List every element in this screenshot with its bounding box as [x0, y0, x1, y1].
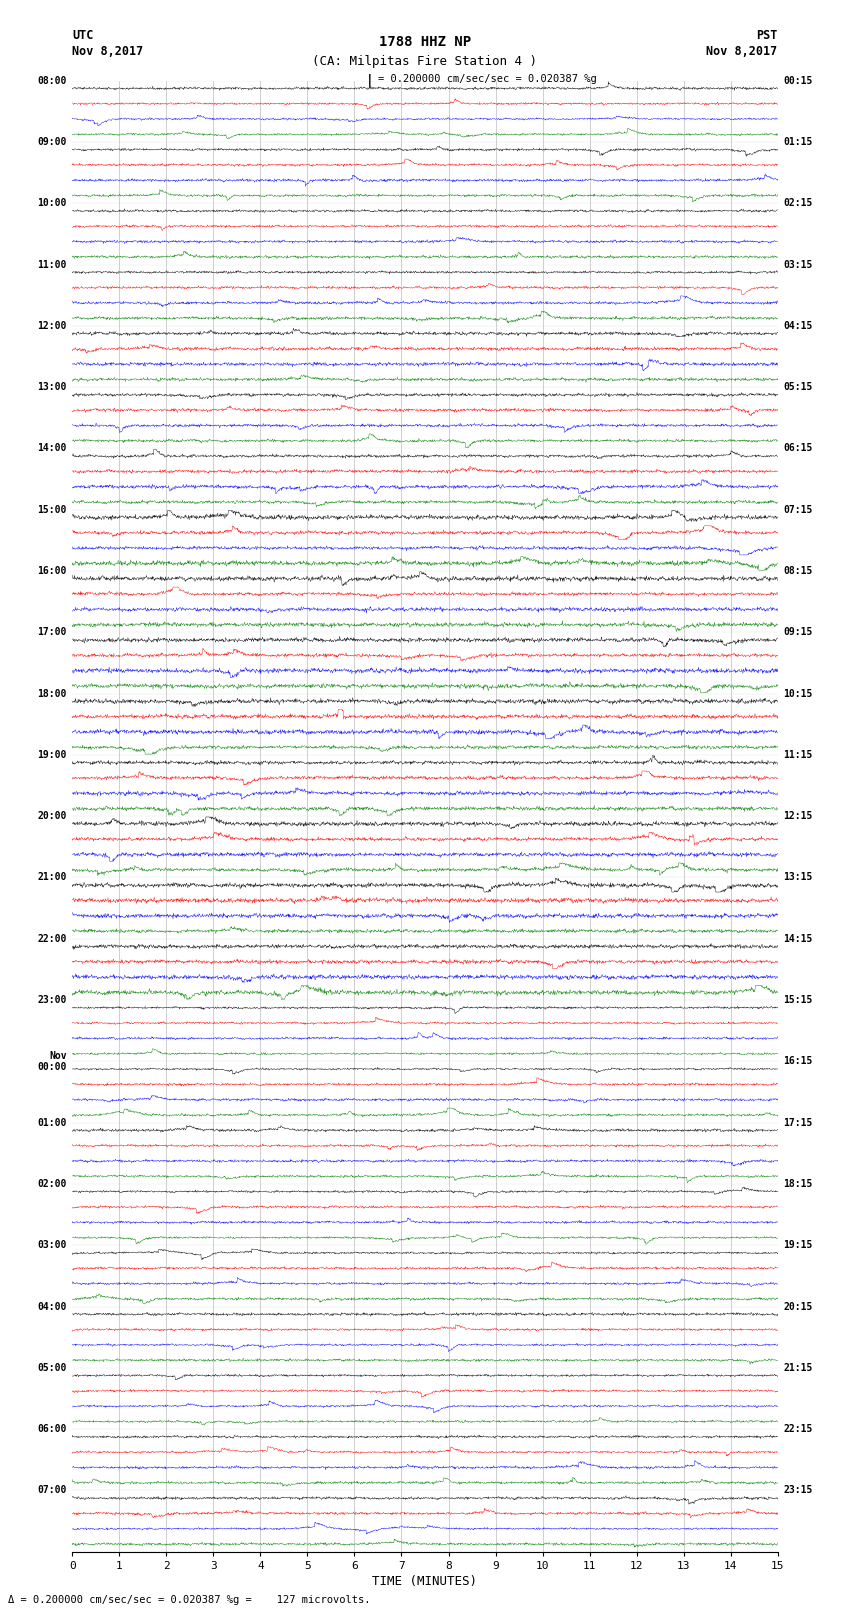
Text: 01:15: 01:15	[784, 137, 813, 147]
Text: 03:15: 03:15	[784, 260, 813, 269]
Text: 21:00: 21:00	[37, 873, 66, 882]
Text: 00:15: 00:15	[784, 76, 813, 85]
Text: 11:15: 11:15	[784, 750, 813, 760]
Text: (CA: Milpitas Fire Station 4 ): (CA: Milpitas Fire Station 4 )	[313, 55, 537, 68]
Text: 23:15: 23:15	[784, 1486, 813, 1495]
Text: 05:15: 05:15	[784, 382, 813, 392]
Text: 16:00: 16:00	[37, 566, 66, 576]
Text: 19:00: 19:00	[37, 750, 66, 760]
Text: 06:00: 06:00	[37, 1424, 66, 1434]
Text: 22:00: 22:00	[37, 934, 66, 944]
Text: Δ = 0.200000 cm/sec/sec = 0.020387 %g =    127 microvolts.: Δ = 0.200000 cm/sec/sec = 0.020387 %g = …	[8, 1595, 371, 1605]
Text: 07:00: 07:00	[37, 1486, 66, 1495]
Text: 22:15: 22:15	[784, 1424, 813, 1434]
Text: 16:15: 16:15	[784, 1057, 813, 1066]
Text: 04:15: 04:15	[784, 321, 813, 331]
Text: 23:00: 23:00	[37, 995, 66, 1005]
Text: 10:15: 10:15	[784, 689, 813, 698]
Text: 17:00: 17:00	[37, 627, 66, 637]
Text: 18:15: 18:15	[784, 1179, 813, 1189]
Text: 13:00: 13:00	[37, 382, 66, 392]
X-axis label: TIME (MINUTES): TIME (MINUTES)	[372, 1574, 478, 1587]
Text: 20:15: 20:15	[784, 1302, 813, 1311]
Text: 03:00: 03:00	[37, 1240, 66, 1250]
Text: 1788 HHZ NP: 1788 HHZ NP	[379, 35, 471, 50]
Text: |: |	[366, 74, 373, 87]
Text: 17:15: 17:15	[784, 1118, 813, 1127]
Text: 12:15: 12:15	[784, 811, 813, 821]
Text: 06:15: 06:15	[784, 444, 813, 453]
Text: = 0.200000 cm/sec/sec = 0.020387 %g: = 0.200000 cm/sec/sec = 0.020387 %g	[378, 74, 597, 84]
Text: 18:00: 18:00	[37, 689, 66, 698]
Text: 07:15: 07:15	[784, 505, 813, 515]
Text: 04:00: 04:00	[37, 1302, 66, 1311]
Text: 09:00: 09:00	[37, 137, 66, 147]
Text: Nov 8,2017: Nov 8,2017	[72, 45, 144, 58]
Text: 20:00: 20:00	[37, 811, 66, 821]
Text: 08:15: 08:15	[784, 566, 813, 576]
Text: 11:00: 11:00	[37, 260, 66, 269]
Text: 14:00: 14:00	[37, 444, 66, 453]
Text: 21:15: 21:15	[784, 1363, 813, 1373]
Text: 01:00: 01:00	[37, 1118, 66, 1127]
Text: Nov
00:00: Nov 00:00	[37, 1050, 66, 1073]
Text: 10:00: 10:00	[37, 198, 66, 208]
Text: 08:00: 08:00	[37, 76, 66, 85]
Text: PST: PST	[756, 29, 778, 42]
Text: 09:15: 09:15	[784, 627, 813, 637]
Text: UTC: UTC	[72, 29, 94, 42]
Text: 13:15: 13:15	[784, 873, 813, 882]
Text: 15:00: 15:00	[37, 505, 66, 515]
Text: 14:15: 14:15	[784, 934, 813, 944]
Text: 02:15: 02:15	[784, 198, 813, 208]
Text: Nov 8,2017: Nov 8,2017	[706, 45, 778, 58]
Text: 12:00: 12:00	[37, 321, 66, 331]
Text: 15:15: 15:15	[784, 995, 813, 1005]
Text: 05:00: 05:00	[37, 1363, 66, 1373]
Text: 19:15: 19:15	[784, 1240, 813, 1250]
Text: 02:00: 02:00	[37, 1179, 66, 1189]
